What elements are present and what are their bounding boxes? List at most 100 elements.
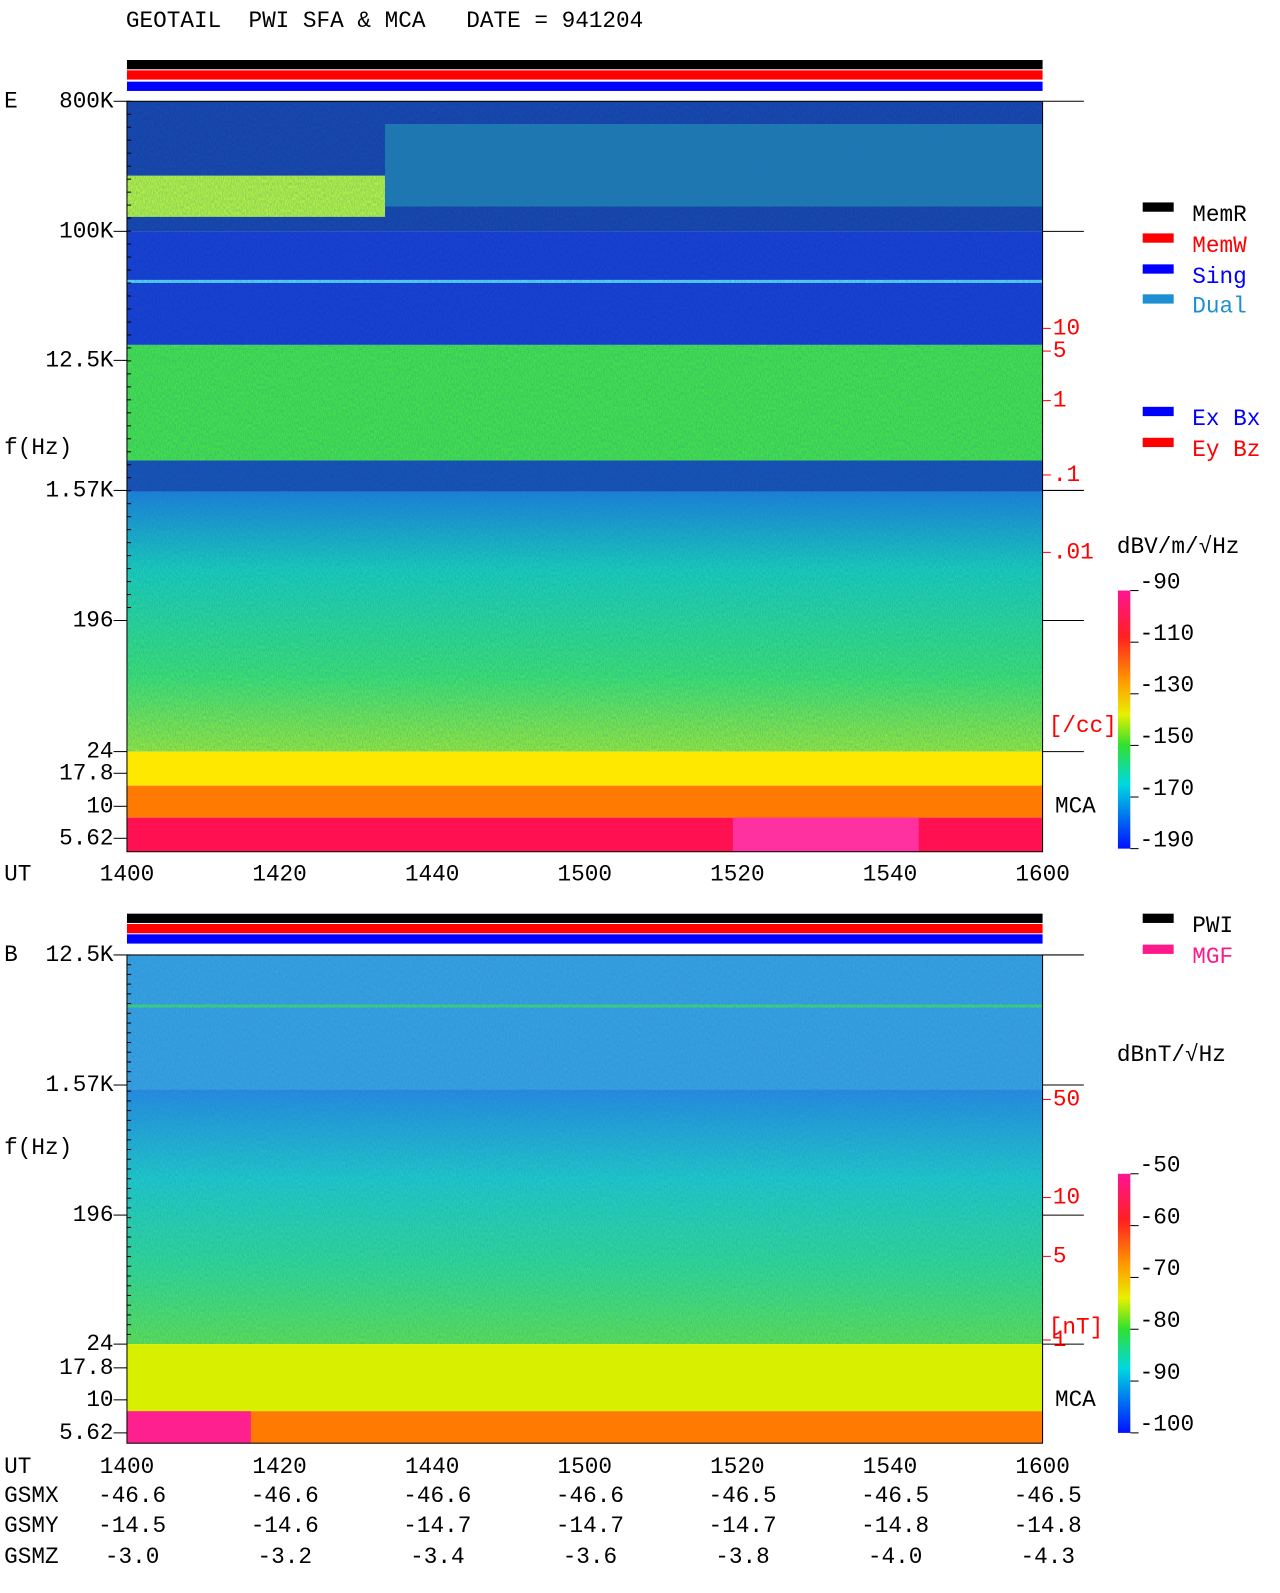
panel-label: B [4, 942, 18, 968]
orbit-value: -46.6 [251, 1483, 319, 1509]
right-unit: [/cc] [1049, 713, 1117, 739]
colorbar-tick-label: -50 [1140, 1153, 1181, 1179]
colorbar-tick-label: -170 [1140, 776, 1194, 802]
orbit-value: -14.5 [98, 1513, 166, 1539]
right-tick-label: 10 [1053, 315, 1080, 341]
legend-label: Ex Bx [1192, 406, 1260, 432]
orbit-value: -14.6 [251, 1513, 319, 1539]
time-tick-label: 1520 [710, 1454, 764, 1480]
time-label: UT [4, 1454, 31, 1480]
time-tick-label: 1400 [100, 861, 154, 887]
legend-swatch [1142, 264, 1174, 274]
right-tick-label: 5 [1053, 1243, 1067, 1269]
orbit-name: GSMY [4, 1513, 59, 1539]
right-tick-label: 1 [1053, 388, 1067, 414]
orbit-value: -14.7 [556, 1513, 624, 1539]
legend-swatch [1142, 233, 1174, 243]
time-tick-label: 1600 [1015, 861, 1069, 887]
orbit-value: -46.6 [403, 1483, 471, 1509]
legend-swatch [1142, 202, 1174, 212]
orbit-value: -46.5 [861, 1483, 929, 1509]
time-tick-label: 1400 [100, 1454, 154, 1480]
legend-swatch [1142, 944, 1174, 954]
orbit-value: -46.5 [1014, 1483, 1082, 1509]
colorbar-tick-label: -70 [1140, 1256, 1181, 1282]
orbit-value: -4.0 [868, 1544, 922, 1570]
colorbar-unit: dBnT/√Hz [1117, 1042, 1226, 1068]
panel-label: E [4, 88, 18, 114]
orbit-name: GSMZ [4, 1544, 58, 1570]
orbit-value: -3.4 [410, 1544, 464, 1570]
orbit-value: -14.8 [1014, 1513, 1082, 1539]
time-tick-label: 1420 [252, 1454, 306, 1480]
right-unit: [nT] [1049, 1315, 1103, 1341]
freq-tick-label: 17.8 [59, 1355, 113, 1381]
freq-tick-label: 800K [59, 88, 114, 114]
colorbar-tick-label: -100 [1140, 1412, 1194, 1438]
legend-label: Ey Bz [1192, 437, 1260, 463]
freq-tick-label: 5.62 [59, 1420, 113, 1446]
freq-tick-label: 12.5K [45, 942, 113, 968]
legend-swatch [1142, 294, 1174, 304]
right-tick-label: .1 [1053, 462, 1080, 488]
e-spectrogram [126, 59, 1044, 853]
time-tick-label: 1540 [863, 1454, 917, 1480]
orbit-value: -46.5 [708, 1483, 776, 1509]
orbit-value: -46.6 [98, 1483, 166, 1509]
right-tick-label: .01 [1053, 539, 1094, 565]
right-tick-label: 5 [1053, 338, 1067, 364]
mca-label: MCA [1055, 1387, 1096, 1413]
legend-swatch [1142, 913, 1174, 923]
orbit-value: -3.6 [563, 1544, 617, 1570]
freq-tick-label: 1.57K [45, 1072, 113, 1098]
orbit-value: -4.3 [1021, 1544, 1075, 1570]
freq-tick-label: 1.57K [45, 477, 113, 503]
right-tick-label: 50 [1053, 1086, 1080, 1112]
legend-label: MemR [1192, 202, 1247, 228]
time-tick-label: 1500 [558, 861, 612, 887]
time-tick-label: 1440 [405, 861, 459, 887]
b-colorbar [1117, 1173, 1131, 1433]
colorbar-tick-label: -90 [1140, 1360, 1181, 1386]
right-tick-label: 1 [1053, 1327, 1067, 1353]
orbit-value: -3.0 [105, 1544, 159, 1570]
colorbar-tick-label: -90 [1140, 569, 1181, 595]
e-colorbar [1117, 590, 1131, 849]
colorbar-tick-label: -110 [1140, 621, 1194, 647]
legend-swatch [1142, 406, 1174, 417]
time-tick-label: 1500 [558, 1454, 612, 1480]
freq-tick-label: 10 [86, 1387, 113, 1413]
time-tick-label: 1420 [252, 861, 306, 887]
colorbar-tick-label: -80 [1140, 1308, 1181, 1334]
time-label: UT [4, 861, 31, 887]
freq-tick-label: 5.62 [59, 825, 113, 851]
legend-label: MGF [1192, 944, 1233, 970]
colorbar-tick-label: -60 [1140, 1204, 1181, 1230]
b-spectrogram [126, 913, 1044, 1444]
legend-swatch [1142, 437, 1174, 448]
orbit-value: -46.6 [556, 1483, 624, 1509]
legend-label: PWI [1192, 913, 1233, 939]
freq-tick-label: 17.8 [59, 760, 113, 786]
freq-tick-label: 100K [59, 218, 114, 244]
time-tick-label: 1600 [1015, 1454, 1069, 1480]
y-axis-label: f(Hz) [4, 1135, 72, 1161]
orbit-value: -3.2 [257, 1544, 311, 1570]
freq-tick-label: 10 [86, 793, 113, 819]
orbit-value: -14.7 [403, 1513, 471, 1539]
legend-label: Dual [1192, 294, 1246, 320]
orbit-value: -14.7 [708, 1513, 776, 1539]
right-tick-label: 10 [1053, 1185, 1080, 1211]
freq-tick-label: 196 [73, 1202, 114, 1228]
time-tick-label: 1520 [710, 861, 764, 887]
orbit-value: -14.8 [861, 1513, 929, 1539]
title: GEOTAIL PWI SFA & MCA DATE = 941204 [126, 8, 643, 34]
colorbar-tick-label: -190 [1140, 827, 1194, 853]
colorbar-tick-label: -130 [1140, 673, 1194, 699]
colorbar-unit: dBV/m/√Hz [1117, 534, 1240, 560]
freq-tick-label: 196 [73, 608, 114, 634]
orbit-name: GSMX [4, 1483, 59, 1509]
colorbar-tick-label: -150 [1140, 724, 1194, 750]
legend-label: Sing [1192, 264, 1246, 290]
